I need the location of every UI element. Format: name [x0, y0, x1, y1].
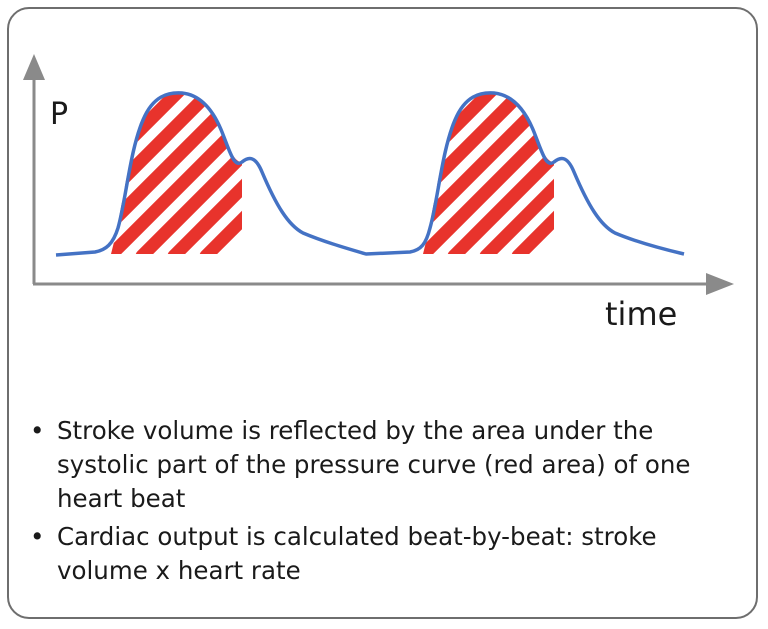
- bullet-list: • Stroke volume is reflected by the area…: [30, 414, 730, 592]
- y-axis-arrowhead: [23, 54, 45, 80]
- bullet-text: Stroke volume is reflected by the area u…: [57, 416, 691, 513]
- stroke-area-beat-1: [111, 92, 242, 254]
- y-axis-label: P: [50, 97, 68, 132]
- axes: [23, 54, 734, 295]
- x-axis-label: time: [605, 295, 677, 333]
- hatch-line: [167, 123, 242, 254]
- bullet-marker: •: [30, 522, 45, 551]
- hatch-line: [199, 135, 242, 254]
- hatch-line: [511, 135, 554, 254]
- figure-card: [7, 7, 758, 619]
- bullet-marker: •: [30, 416, 45, 445]
- pressure-curve: [55, 91, 685, 257]
- hatch-line: [447, 111, 554, 254]
- hatch-line: [135, 111, 242, 254]
- bullet-text: Cardiac output is calculated beat-by-bea…: [57, 522, 657, 585]
- bullet-item-stroke-volume: • Stroke volume is reflected by the area…: [30, 414, 730, 516]
- x-axis-arrowhead: [706, 273, 734, 295]
- bullet-item-cardiac-output: • Cardiac output is calculated beat-by-b…: [30, 520, 730, 588]
- hatch-line: [479, 123, 554, 254]
- stroke-area-beat-2: [423, 92, 554, 254]
